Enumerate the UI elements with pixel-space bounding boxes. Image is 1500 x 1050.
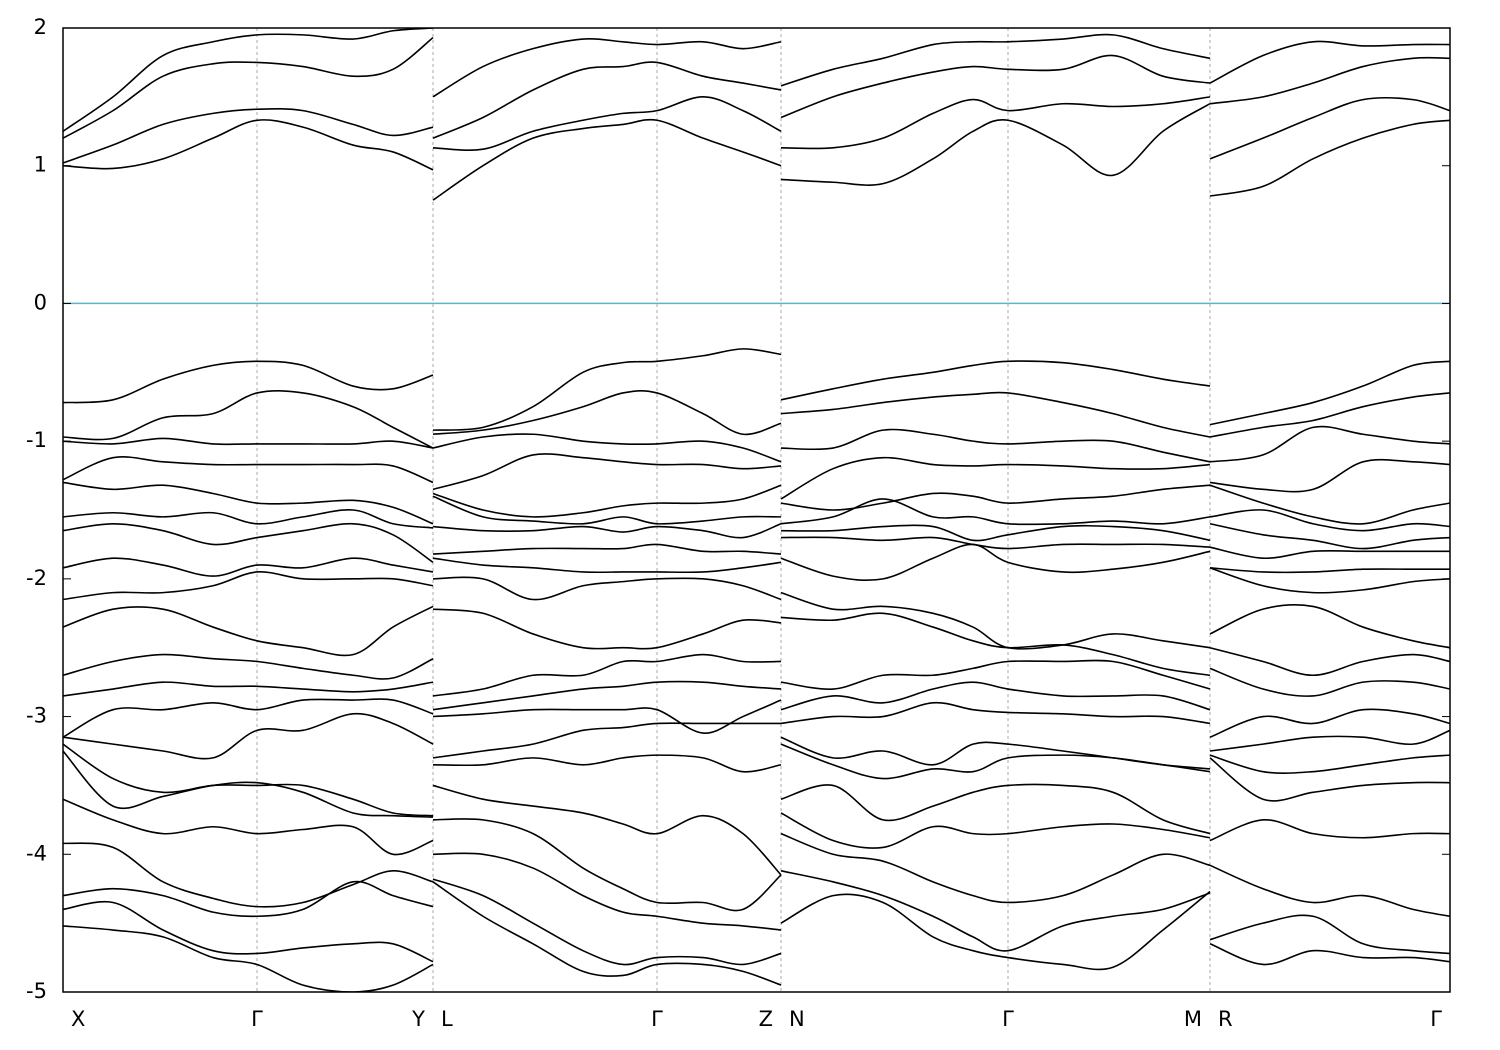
band-line <box>63 812 1450 912</box>
x-tick-label: Γ <box>251 1007 263 1031</box>
axes-layer: X Γ Y L Γ Z N Γ M R Γ -5 -4 -3 -2 -1 0 1 2 <box>26 15 1451 1031</box>
x-tick-label: N <box>789 1007 805 1031</box>
band-line <box>63 567 1450 657</box>
x-tick-label: Z <box>759 1007 773 1031</box>
band-line <box>63 603 1450 680</box>
y-tick-label: -4 <box>26 841 47 865</box>
band-line <box>63 757 1450 876</box>
band-line <box>63 699 1450 760</box>
plot-frame <box>62 27 1451 993</box>
x-tick-label: R <box>1218 1007 1233 1031</box>
x-tick-label: M <box>1184 1007 1202 1031</box>
y-tick-label: -5 <box>26 979 47 1003</box>
x-tick-label: Γ <box>1002 1007 1014 1031</box>
band-line <box>63 870 1450 966</box>
band-line <box>63 481 1450 525</box>
band-line <box>63 536 1450 577</box>
band-line <box>63 96 1450 164</box>
y-tick-label: 1 <box>34 153 47 177</box>
band-line <box>63 646 1450 697</box>
band-line <box>63 103 1450 201</box>
band-line <box>63 522 1450 563</box>
y-tick-label: -3 <box>26 704 47 728</box>
band-line <box>63 348 1450 431</box>
band-line <box>63 453 1450 500</box>
y-tick-label: -1 <box>26 428 47 452</box>
band-line <box>63 389 1450 449</box>
x-tick-label: L <box>441 1007 453 1031</box>
band-line <box>63 722 1450 817</box>
band-line <box>63 667 1450 738</box>
band-line <box>63 425 1450 463</box>
y-tick-label: -2 <box>26 566 47 590</box>
x-tick-label: X <box>71 1007 85 1031</box>
bands-layer <box>63 28 1450 992</box>
y-tick-label: 0 <box>34 290 47 314</box>
band-line <box>63 37 1450 139</box>
band-line <box>63 28 1450 132</box>
x-tick-label: Γ <box>651 1007 663 1031</box>
band-line <box>63 743 1450 818</box>
band-line <box>63 543 1450 601</box>
band-line <box>63 832 1450 931</box>
band-line <box>63 881 1450 992</box>
x-tick-label: Γ <box>1430 1007 1442 1031</box>
band-line <box>63 495 1450 532</box>
y-tick-label: 2 <box>34 15 47 39</box>
grid-layer <box>63 28 1450 992</box>
x-tick-label: Y <box>411 1007 425 1031</box>
